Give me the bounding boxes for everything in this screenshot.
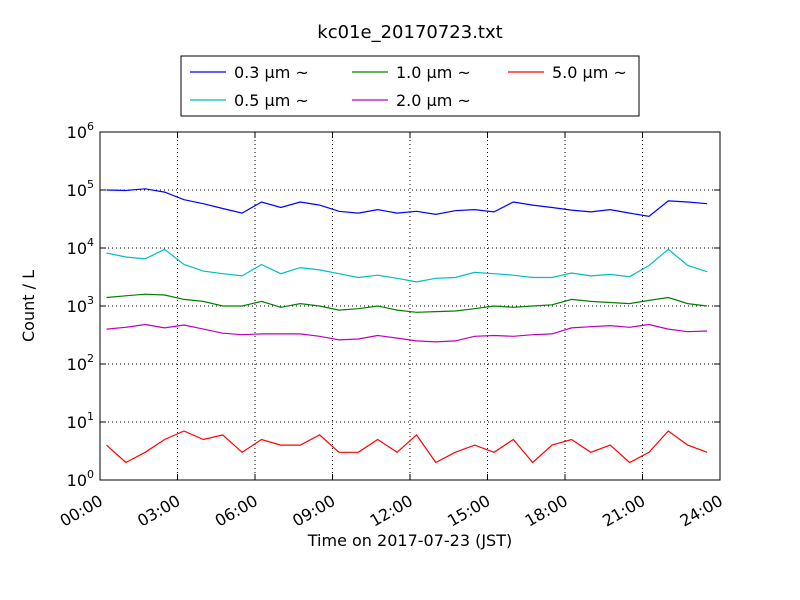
legend-label: 5.0 μm ~ (552, 63, 627, 82)
x-tick-label: 15:00 (444, 491, 493, 531)
y-tick-label: 106 (67, 120, 94, 142)
x-axis-label: Time on 2017-07-23 (JST) (307, 531, 512, 550)
legend: 0.3 μm ~ 0.5 μm ~ 1.0 μm ~ 2.0 μm ~ 5.0 μm ~ (180, 55, 640, 117)
y-axis-label: Count / L (19, 270, 38, 342)
chart-title: kc01e_20170723.txt (317, 22, 502, 43)
series-line (106, 248, 708, 283)
x-tick-label: 03:00 (134, 491, 183, 531)
y-tick-label: 101 (67, 410, 94, 432)
legend-label: 0.3 μm ~ (234, 63, 309, 82)
y-tick-label: 100 (67, 468, 94, 490)
legend-label: 0.5 μm ~ (234, 91, 309, 110)
grid-lines (100, 132, 720, 480)
y-tick-label: 104 (67, 236, 94, 258)
series-line (106, 293, 708, 313)
legend-label: 1.0 μm ~ (396, 63, 471, 82)
series-line (106, 188, 708, 218)
series-lines (106, 188, 708, 464)
y-tick-label: 105 (67, 178, 94, 200)
x-tick-label: 24:00 (677, 491, 726, 531)
x-tick-label: 00:00 (57, 491, 106, 531)
x-tick-label: 21:00 (599, 491, 648, 531)
legend-label: 2.0 μm ~ (396, 91, 471, 110)
series-line (106, 430, 708, 464)
x-tick-label: 09:00 (289, 491, 338, 531)
x-tick-label: 12:00 (367, 491, 416, 531)
series-line (106, 323, 708, 343)
y-tick-label: 102 (67, 352, 94, 374)
legend-box (180, 55, 640, 117)
x-tick-label: 18:00 (522, 491, 571, 531)
x-tick-label: 06:00 (212, 491, 261, 531)
y-tick-label: 103 (67, 294, 94, 316)
y-axis: 100 101 102 103 104 105 106 (67, 120, 720, 490)
